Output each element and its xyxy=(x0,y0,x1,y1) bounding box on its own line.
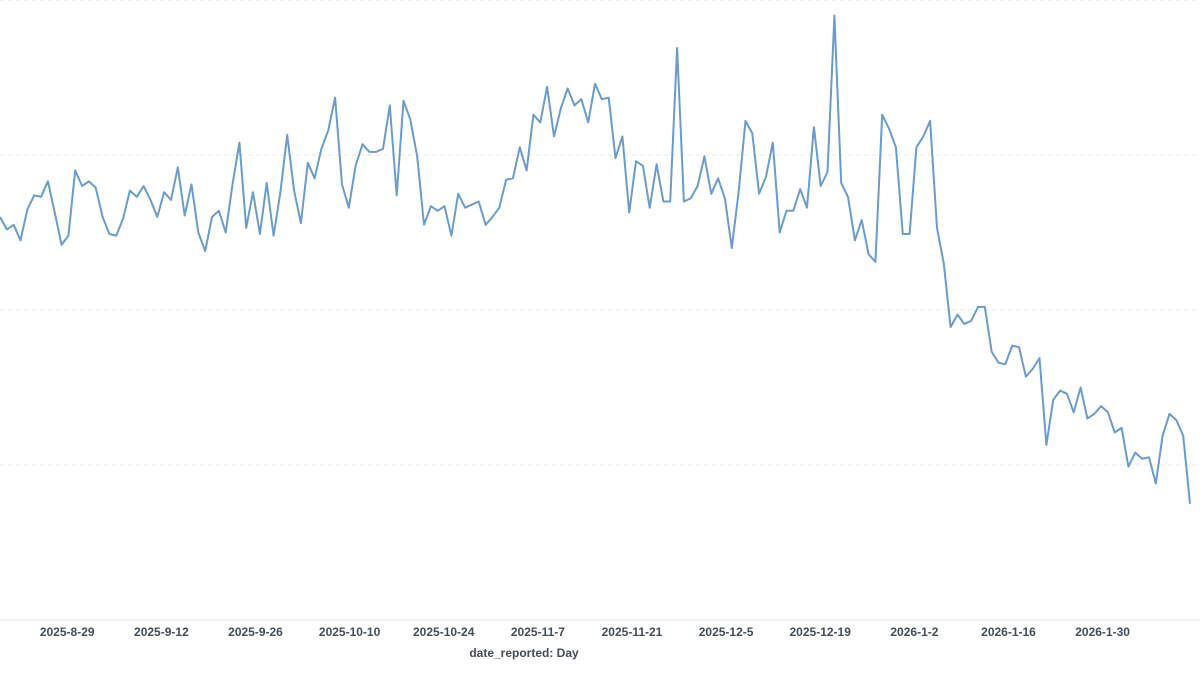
x-axis: 2025-8-29 2025-9-12 2025-9-26 2025-10-10 202… xyxy=(40,625,1130,639)
x-tick-label: 2025-12-19 xyxy=(790,625,852,639)
x-tick-label: 2025-10-24 xyxy=(413,625,475,639)
x-tick-label: 2026-1-30 xyxy=(1075,625,1130,639)
x-tick-label: 2025-11-21 xyxy=(602,625,663,639)
x-tick-label: 2025-9-12 xyxy=(134,625,189,639)
x-tick-label: 2025-8-29 xyxy=(40,625,95,639)
x-tick-label: 2025-12-5 xyxy=(699,625,754,639)
x-tick-label: 2026-1-2 xyxy=(890,625,938,639)
series-line xyxy=(0,14,1191,504)
x-tick-label: 2025-11-7 xyxy=(511,625,565,639)
x-tick-label: 2025-9-26 xyxy=(228,625,283,639)
x-tick-label: 2026-1-16 xyxy=(981,625,1036,639)
series-layer xyxy=(0,14,1191,504)
gridlines xyxy=(0,0,1200,621)
x-tick-label: 2025-10-10 xyxy=(319,625,381,639)
x-axis-title: date_reported: Day xyxy=(469,646,579,660)
